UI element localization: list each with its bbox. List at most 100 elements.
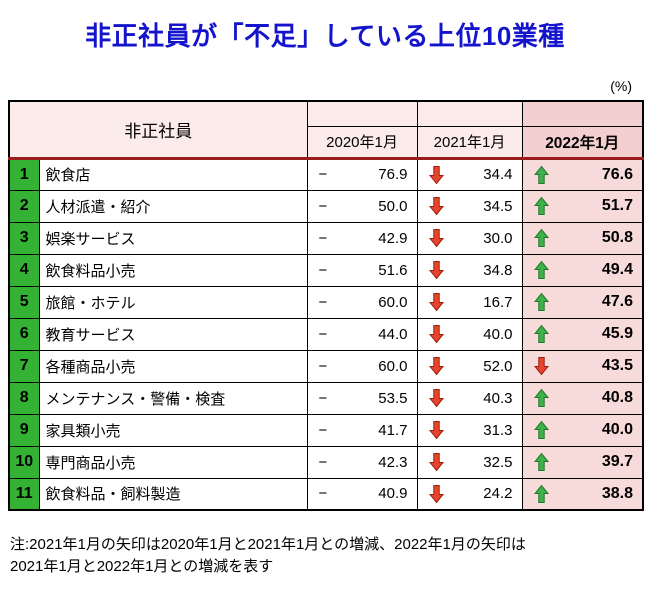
value-2022-content: 38.8 — [523, 479, 643, 510]
rank-cell: 2 — [8, 189, 40, 223]
value-2022-cell: 40.0 — [521, 413, 644, 447]
value-2021-cell: 52.0 — [416, 349, 523, 383]
table-row: 6 教育サービス − 44.0 40.0 45.9 — [8, 317, 644, 351]
down-arrow-icon — [428, 357, 444, 375]
rank-cell: 11 — [8, 477, 40, 511]
value-2022-cell: 39.7 — [521, 445, 644, 479]
footnote-line-1: 注:2021年1月の矢印は2020年1月と2021年1月との増減、2022年1月… — [10, 536, 526, 553]
value-2020-cell: − 53.5 — [306, 381, 418, 415]
industry-cell: メンテナンス・警備・検査 — [38, 381, 308, 415]
industry-cell: 専門商品小売 — [38, 445, 308, 479]
value-2022: 45.9 — [601, 325, 633, 342]
value-2021: 16.7 — [483, 293, 513, 311]
value-2021-content: 31.3 — [418, 415, 522, 446]
header-row-dates: 2020年1月 2021年1月 2022年1月 — [9, 125, 644, 160]
value-2022-cell: 45.9 — [521, 317, 644, 351]
up-arrow-icon — [533, 261, 549, 279]
value-2020-content: − 42.9 — [308, 223, 417, 254]
value-2020: 42.9 — [378, 229, 408, 247]
down-arrow-icon — [428, 229, 444, 247]
industry-cell: 娯楽サービス — [38, 221, 308, 255]
value-2020-content: − 40.9 — [308, 479, 417, 510]
down-arrow-icon — [533, 357, 549, 375]
rank-cell: 5 — [8, 285, 40, 319]
value-2021-content: 34.8 — [418, 255, 522, 286]
up-arrow-icon — [533, 453, 549, 471]
value-2020: 41.7 — [378, 421, 408, 439]
unit-label: (%) — [610, 78, 632, 94]
table-row: 7 各種商品小売 − 60.0 52.0 43.5 — [8, 349, 644, 383]
value-2022-cell: 43.5 — [521, 349, 644, 383]
value-2022-content: 50.8 — [523, 223, 643, 254]
industry-cell: 教育サービス — [38, 317, 308, 351]
down-arrow-icon — [428, 261, 444, 279]
value-2020-content: − 51.6 — [308, 255, 417, 286]
value-2021: 30.0 — [483, 229, 513, 247]
value-2021: 52.0 — [483, 357, 513, 375]
value-2021-cell: 31.3 — [416, 413, 523, 447]
down-arrow-icon — [428, 165, 444, 184]
no-change-marker: − — [318, 453, 328, 471]
rank-cell: 6 — [8, 317, 40, 351]
value-2022-cell: 40.8 — [521, 381, 644, 415]
no-change-marker: − — [318, 293, 328, 311]
industry-cell: 各種商品小売 — [38, 349, 308, 383]
column-header-2020: 2020年1月 — [306, 125, 418, 160]
column-header-2022: 2022年1月 — [521, 125, 644, 160]
value-2021: 40.3 — [483, 389, 513, 407]
header-row-top: 非正社員 — [8, 100, 644, 160]
value-2021: 24.2 — [483, 485, 513, 503]
value-2020: 53.5 — [378, 389, 408, 407]
industry-cell: 人材派遣・紹介 — [38, 189, 308, 223]
value-2022-cell: 47.6 — [521, 285, 644, 319]
value-2020-content: − 42.3 — [308, 447, 417, 478]
value-2022-cell: 38.8 — [521, 477, 644, 511]
value-2021-content: 30.0 — [418, 223, 522, 254]
value-2022-content: 43.5 — [523, 351, 643, 382]
value-2021: 31.3 — [483, 421, 513, 439]
value-2020-content: − 60.0 — [308, 287, 417, 318]
value-2021-cell: 24.2 — [416, 477, 523, 511]
value-2020: 50.0 — [378, 197, 408, 215]
value-2022-cell: 49.4 — [521, 253, 644, 287]
down-arrow-icon — [428, 453, 444, 471]
value-2021-content: 34.5 — [418, 191, 522, 222]
value-2021-cell: 32.5 — [416, 445, 523, 479]
value-2021-content: 34.4 — [418, 160, 522, 190]
value-2021-cell: 34.8 — [416, 253, 523, 287]
value-2020-content: − 60.0 — [308, 351, 417, 382]
value-2021-cell: 40.0 — [416, 317, 523, 351]
table-row: 10 専門商品小売 − 42.3 32.5 39.7 — [8, 445, 644, 479]
value-2020: 60.0 — [378, 293, 408, 311]
table-row: 3 娯楽サービス − 42.9 30.0 50.8 — [8, 221, 644, 255]
value-2022-content: 47.6 — [523, 287, 643, 318]
value-2020-cell: − 40.9 — [306, 477, 418, 511]
group-header-cell: 非正社員 — [8, 100, 308, 160]
no-change-marker: − — [318, 325, 328, 343]
value-2021-content: 52.0 — [418, 351, 522, 382]
down-arrow-icon — [428, 325, 444, 343]
header-spacer-2020 — [306, 100, 418, 127]
value-2020-cell: − 60.0 — [306, 285, 418, 319]
value-2020-cell: − 51.6 — [306, 253, 418, 287]
table-row: 4 飲食料品小売 − 51.6 34.8 49.4 — [8, 253, 644, 287]
up-arrow-icon — [533, 229, 549, 247]
value-2022-content: 40.8 — [523, 383, 643, 414]
value-2021-cell: 34.5 — [416, 189, 523, 223]
industry-cell: 飲食店 — [38, 157, 308, 191]
value-2021: 32.5 — [483, 453, 513, 471]
down-arrow-icon — [428, 197, 444, 215]
industry-cell: 飲食料品小売 — [38, 253, 308, 287]
value-2021: 34.8 — [483, 261, 513, 279]
value-2021-cell: 16.7 — [416, 285, 523, 319]
value-2021: 34.5 — [483, 197, 513, 215]
page: 非正社員が「不足」している上位10業種 (%) 非正社員 2020年1月 202… — [0, 16, 650, 575]
value-2021-content: 24.2 — [418, 479, 522, 510]
value-2020: 60.0 — [378, 357, 408, 375]
value-2020-cell: − 44.0 — [306, 317, 418, 351]
no-change-marker: − — [318, 166, 328, 183]
value-2021-cell: 40.3 — [416, 381, 523, 415]
up-arrow-icon — [533, 421, 549, 439]
value-2022-cell: 76.6 — [521, 157, 644, 191]
no-change-marker: − — [318, 485, 328, 503]
